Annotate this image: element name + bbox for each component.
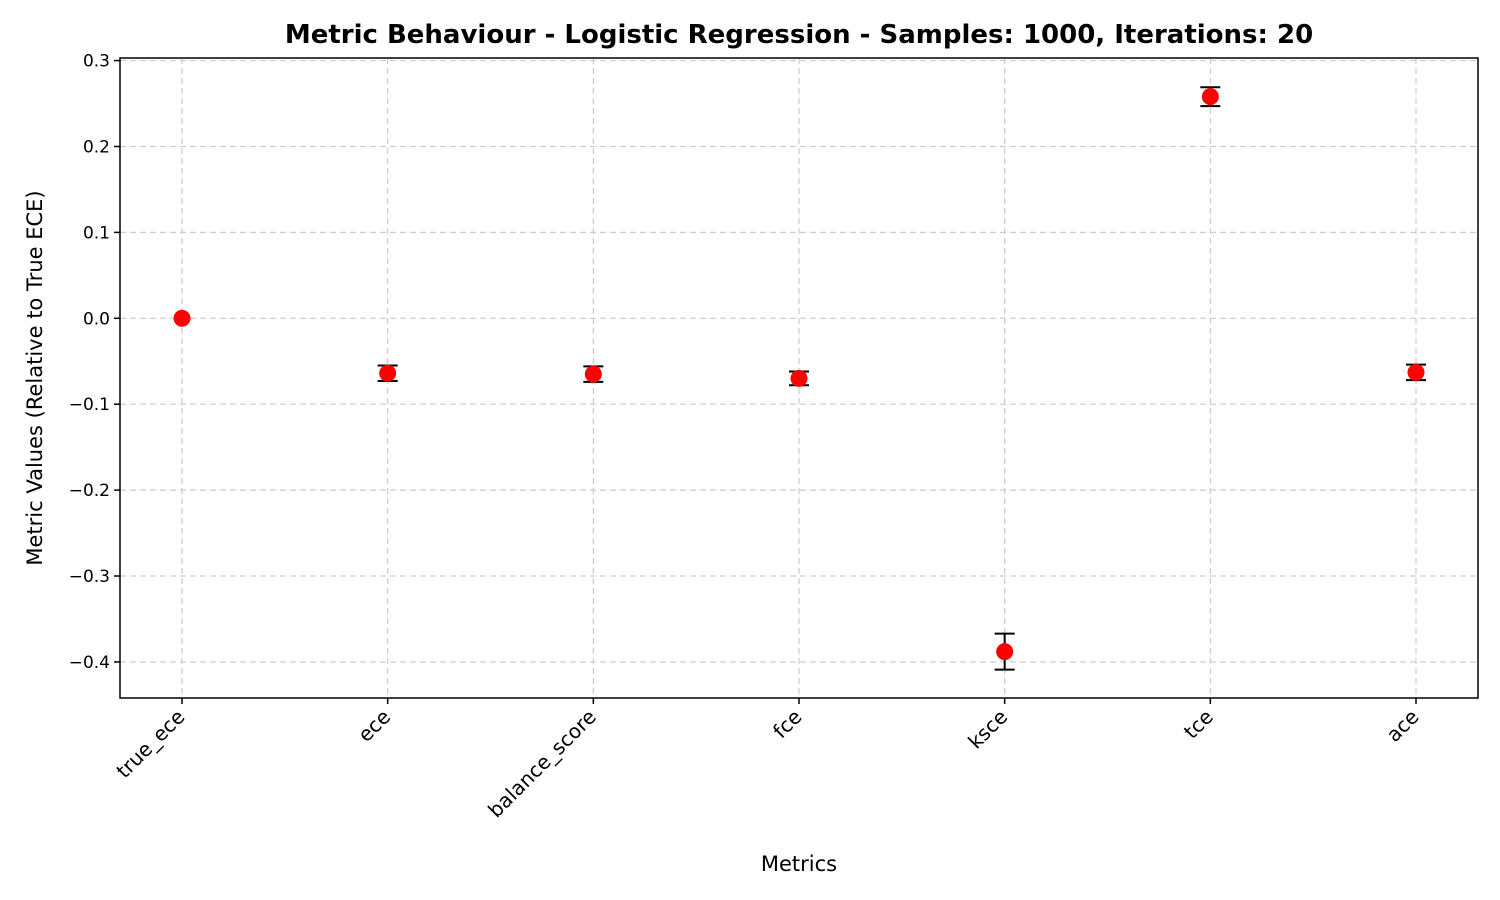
y-axis-label: Metric Values (Relative to True ECE) bbox=[23, 190, 47, 565]
y-tick-label: −0.1 bbox=[69, 395, 110, 415]
x-axis: true_ece ece balance_score fce ksce tce ace bbox=[111, 698, 1424, 823]
x-axis-label: Metrics bbox=[761, 852, 837, 876]
x-tick-label: tce bbox=[1179, 705, 1218, 744]
data-layer bbox=[173, 86, 1426, 671]
y-tick-label: 0.3 bbox=[83, 52, 110, 72]
y-tick-label: −0.3 bbox=[69, 567, 110, 587]
x-tick-label: fce bbox=[768, 705, 806, 743]
data-point-true-ece bbox=[173, 309, 191, 327]
y-tick-label: −0.2 bbox=[69, 481, 110, 501]
y-tick-label: 0.2 bbox=[83, 137, 110, 157]
data-point-fce bbox=[790, 369, 808, 387]
data-point-ace bbox=[1407, 363, 1425, 381]
x-tick-label: true_ece bbox=[111, 705, 189, 783]
x-tick-label: ace bbox=[1381, 705, 1423, 747]
grid-layer bbox=[120, 58, 1478, 698]
y-tick-label: −0.4 bbox=[69, 653, 110, 673]
x-tick-label: ece bbox=[353, 705, 395, 747]
x-tick-label: balance_score bbox=[483, 705, 601, 823]
data-point-balance-score bbox=[584, 365, 602, 383]
data-point-ksce bbox=[996, 643, 1014, 661]
data-point-ece bbox=[379, 364, 397, 382]
data-point-tce bbox=[1201, 88, 1219, 106]
y-axis: 0.3 0.2 0.1 0.0 −0.1 −0.2 −0.3 −0.4 bbox=[69, 52, 120, 673]
chart-title: Metric Behaviour - Logistic Regression -… bbox=[285, 20, 1313, 50]
x-tick-label: ksce bbox=[963, 705, 1012, 754]
y-tick-label: 0.0 bbox=[83, 309, 110, 329]
y-tick-label: 0.1 bbox=[83, 223, 110, 243]
